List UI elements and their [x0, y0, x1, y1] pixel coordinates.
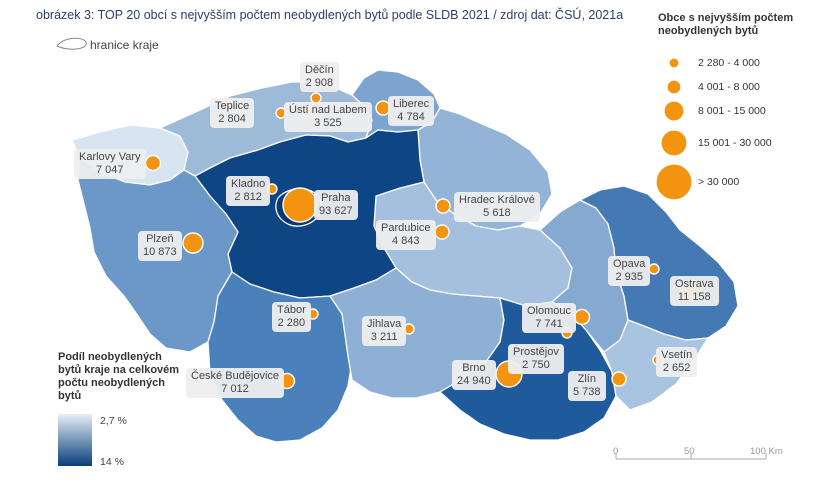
color-legend-max: 14 %: [100, 456, 124, 468]
scale-label-0: 0: [613, 446, 619, 457]
scale-bar: [615, 453, 767, 460]
city-label-brno: Brno 24 940: [452, 360, 496, 390]
city-label-opava: Opava 2 935: [608, 256, 651, 286]
city-label-ostrava: Ostrava 11 158: [670, 276, 719, 306]
size-legend-label-5: > 30 000: [698, 176, 740, 188]
city-label-decin: Děčín 2 908: [300, 62, 339, 92]
color-legend-title: Podíl neobydlených bytů kraje na celkové…: [58, 351, 180, 402]
city-circle-praha: [282, 187, 318, 223]
border-legend-swatch: [56, 37, 87, 50]
border-legend-label: hranice kraje: [90, 38, 159, 52]
color-legend-gradient: [58, 414, 92, 466]
size-legend-circle-5: [655, 163, 693, 201]
city-label-zlin: Zlín 5 738: [568, 371, 606, 401]
city-label-kladno: Kladno 2 812: [226, 176, 271, 206]
city-circle-zlin: [611, 371, 627, 387]
city-label-prostejov: Prostějov 2 750: [508, 344, 564, 374]
city-circle-hradec: [435, 198, 451, 214]
size-legend-circle-4: [660, 129, 688, 157]
city-label-tabor: Tábor 2 280: [272, 302, 311, 332]
city-circle-olomouc: [573, 308, 591, 326]
size-legend-circle-2: [666, 79, 682, 95]
scale-label-100: 100 Km: [750, 446, 783, 457]
scale-label-50: 50: [684, 446, 695, 457]
size-legend-circle-3: [663, 100, 685, 122]
city-label-liberec: Liberec 4 784: [388, 96, 435, 126]
city-label-usti: Ústí nad Labem 3 525: [284, 102, 372, 132]
city-label-vsetin: Vsetín 2 652: [656, 347, 698, 377]
city-label-teplice: Teplice 2 804: [210, 98, 255, 128]
size-legend-title: Obce s nejvyšším počtem neobydlených byt…: [658, 12, 794, 37]
city-label-hradec: Hradec Králové 5 618: [454, 192, 540, 222]
city-label-plzen: Plzeň 10 873: [138, 231, 182, 261]
city-circle-pardubice: [434, 224, 450, 240]
size-legend-label-1: 2 280 - 4 000: [698, 57, 760, 69]
city-label-karlovy-vary: Karlovy Vary 7 047: [74, 149, 146, 179]
city-label-pardubice: Pardubice 4 843: [376, 220, 436, 250]
size-legend-label-2: 4 001 - 8 000: [698, 81, 760, 93]
city-label-jihlava: Jihlava 3 211: [362, 316, 407, 346]
city-label-praha: Praha 93 627: [314, 190, 358, 220]
city-circle-karlovy-vary: [144, 154, 162, 172]
city-circle-plzen: [182, 232, 204, 254]
city-circle-opava: [648, 263, 660, 275]
city-label-olomouc: Olomouc 7 741: [522, 303, 577, 333]
map-title: obrázek 3: TOP 20 obcí s nejvyšším počte…: [36, 8, 624, 22]
size-legend-label-3: 8 001 - 15 000: [698, 105, 766, 117]
size-legend-circle-1: [668, 57, 680, 69]
color-legend-min: 2,7 %: [100, 415, 127, 427]
city-label-ceske-budejovice: České Budějovice 7 012: [186, 368, 285, 398]
size-legend-label-4: 15 001 - 30 000: [698, 137, 772, 149]
